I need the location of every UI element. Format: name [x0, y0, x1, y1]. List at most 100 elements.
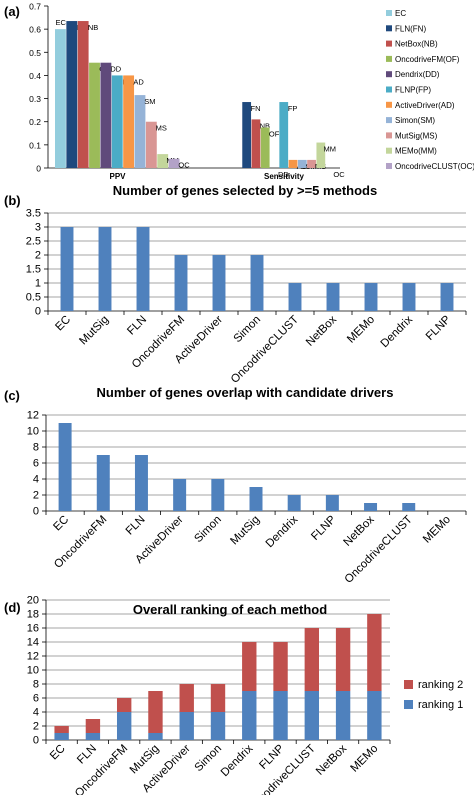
data-label: DD [278, 170, 289, 179]
bar-netbox-ranking-2 [335, 628, 351, 691]
legend-item: ActiveDriver(AD) [395, 101, 455, 110]
bar-ec-ranking-1 [54, 733, 69, 740]
bar-sensitivity-ms [307, 159, 316, 168]
bar-ppv-fn [66, 21, 78, 168]
x-tick-label: FLNP [424, 313, 454, 343]
panel-label: (c) [4, 388, 20, 403]
x-tick-label: Dendrix [264, 513, 301, 550]
bar-ppv-dd [100, 62, 112, 169]
legend-item: EC [395, 9, 406, 18]
x-tick-label: NetBox [304, 313, 339, 348]
legend-swatch [404, 700, 413, 709]
legend-item: OncodriveCLUST(OC) [395, 162, 474, 171]
y-tick-label: 12 [27, 651, 39, 663]
bar-mutsig [249, 487, 263, 511]
data-label: OC [178, 161, 190, 170]
legend-item: FLN(FN) [395, 24, 426, 33]
x-tick-label: FLNP [309, 513, 339, 543]
data-label: FN [251, 104, 261, 113]
legend-item: ranking 1 [418, 699, 463, 711]
y-tick-label: 3.5 [26, 208, 41, 220]
bar-netbox [326, 283, 340, 311]
x-tick-label: MutSig [77, 314, 111, 348]
x-tick-label: MutSig [228, 514, 262, 548]
panel-a: (a)00.10.20.30.40.50.60.7ECFNNBOFDDFPADS… [4, 2, 474, 182]
y-tick-label: 2 [33, 490, 39, 502]
x-tick-label: Simon [232, 314, 264, 346]
y-tick-label: 2 [33, 721, 39, 733]
legend: EC FLN(FN) NetBox(NB) OncodriveFM(OF) Dendri… [386, 9, 474, 171]
chart-title: Number of genes overlap with candidate d… [97, 385, 394, 400]
legend-swatch [386, 71, 392, 78]
legend-item: MEMo(MM) [395, 147, 437, 156]
y-tick-label: 0 [33, 506, 39, 518]
legend-item: MutSig(MS) [395, 131, 438, 140]
data-label: OC [333, 170, 345, 179]
chart-title: Overall ranking of each method [133, 602, 327, 617]
data-label: EC [55, 18, 66, 27]
x-tick-label: Dendrix [219, 742, 256, 779]
data-label: OF [269, 130, 280, 139]
y-tick-label: 0.6 [29, 25, 41, 35]
bar-activedriver [212, 255, 226, 311]
bar-sensitivity-ad [288, 159, 298, 168]
data-label: AD [133, 77, 144, 86]
bar-oncodriveclust-ranking-1 [304, 691, 320, 740]
bar-sensitivity-nb [251, 119, 261, 168]
y-tick-label: 0 [33, 735, 39, 747]
bar-dendrix [287, 495, 301, 511]
legend-swatch [386, 55, 392, 62]
y-tick-label: 18 [27, 609, 39, 621]
bar-ec [60, 227, 74, 311]
bar-ec [58, 423, 72, 511]
bar-sensitivity-of [260, 127, 270, 168]
bar-mutsig [98, 227, 112, 311]
legend-item: OncodriveFM(OF) [395, 55, 460, 64]
panel-label: (d) [4, 600, 21, 615]
legend-swatch [386, 40, 392, 47]
bar-netbox-ranking-1 [335, 691, 351, 740]
data-label: DD [110, 65, 121, 74]
bar-simon-ranking-1 [210, 712, 226, 740]
legend-item: NetBox(NB) [395, 40, 438, 49]
y-tick-label: 0.5 [29, 48, 41, 58]
bar-oncodriveclust [402, 503, 416, 511]
x-tick-label: Dendrix [379, 313, 416, 350]
y-tick-label: 6 [33, 693, 39, 705]
y-tick-label: 0.3 [29, 94, 41, 104]
legend-swatch [386, 25, 392, 32]
bar-fln-ranking-1 [85, 733, 101, 740]
bar-sensitivity-mm [316, 142, 326, 168]
legend-swatch [386, 117, 392, 124]
x-tick-label: MEMo [421, 514, 453, 546]
bar-ppv-sm [134, 95, 146, 168]
bar-sensitivity-fn [242, 102, 252, 168]
y-tick-label: 4 [33, 707, 39, 719]
bar-dendrix [402, 283, 416, 311]
x-tick-label: Sensitivity [264, 172, 305, 181]
data-label: SM [144, 97, 155, 106]
bar-dendrix-ranking-1 [242, 691, 257, 740]
y-tick-label: 16 [27, 623, 39, 635]
legend-swatch [386, 163, 392, 169]
chart-title: Number of genes selected by >=5 methods [113, 183, 377, 198]
bar-oncodrivefm [96, 455, 110, 511]
data-label: MS [156, 124, 167, 133]
y-tick-label: 10 [27, 426, 39, 438]
bar-ppv-ad [123, 75, 135, 168]
bar-sensitivity-fp [279, 102, 289, 168]
bar-flnp [440, 283, 454, 311]
x-tick-label: MEMo [348, 743, 380, 775]
y-tick-label: 0.4 [29, 71, 41, 81]
bar-ec-ranking-2 [54, 726, 69, 733]
x-tick-label: EC [48, 743, 68, 763]
x-tick-label: PPV [109, 172, 126, 181]
bar-oncodrivefm [174, 255, 188, 311]
bar-oncodrivefm-ranking-2 [116, 698, 132, 712]
legend-item: ranking 2 [418, 679, 463, 691]
legend-swatch [386, 101, 392, 108]
data-label: FP [288, 104, 298, 113]
bar-netbox [364, 503, 378, 511]
y-tick-label: 14 [27, 637, 39, 649]
